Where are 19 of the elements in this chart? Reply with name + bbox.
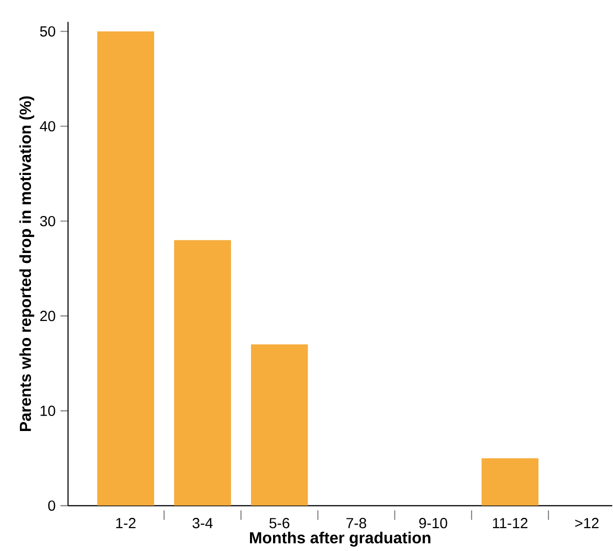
- y-tick-label: 40: [40, 121, 56, 132]
- x-tick-label: 3-4: [192, 518, 213, 528]
- bar: [482, 458, 538, 506]
- x-tick-label: 5-6: [269, 518, 290, 528]
- x-tick-label: 11-12: [492, 518, 528, 528]
- y-tick-label: 10: [40, 406, 56, 416]
- x-tick-label: 9-10: [419, 518, 448, 528]
- y-axis-title: Parents who reported drop in motivation (%): [19, 96, 34, 431]
- x-tick-label: 7-8: [346, 518, 366, 528]
- x-tick-label: >12: [575, 518, 599, 528]
- bar: [97, 31, 154, 506]
- y-tick-label: 50: [40, 26, 56, 37]
- x-axis-title: Months after graduation: [250, 532, 430, 547]
- x-tick-label: 1-2: [116, 518, 136, 528]
- y-tick-label: 30: [40, 216, 56, 226]
- y-tick-label: 20: [40, 310, 56, 322]
- bar: [250, 344, 308, 506]
- bar: [174, 240, 231, 506]
- y-tick-label: 0: [48, 500, 56, 511]
